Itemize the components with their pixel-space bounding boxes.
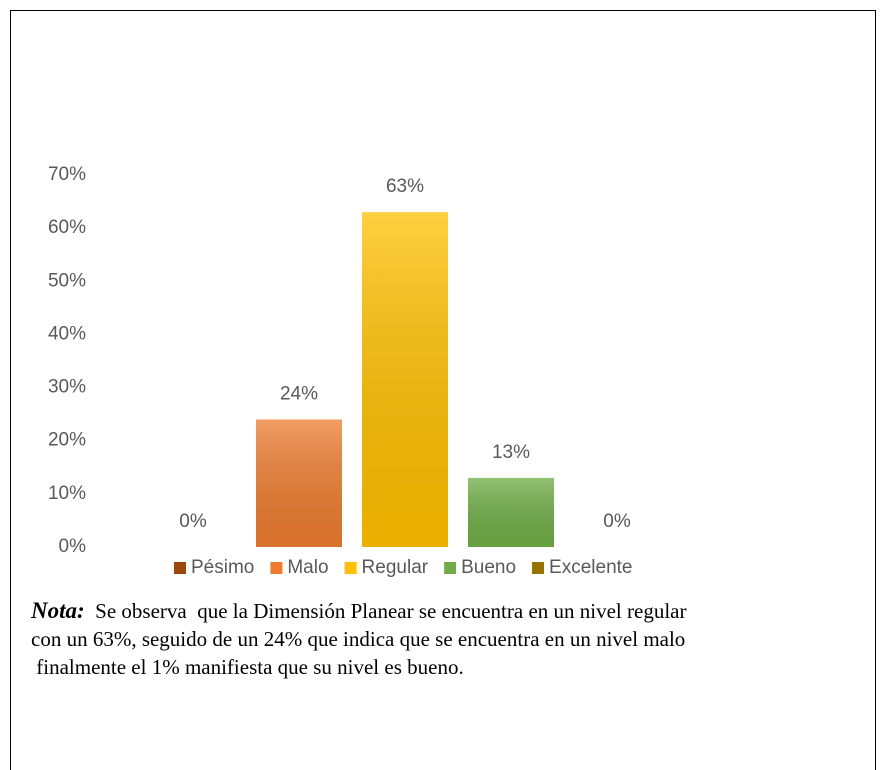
legend-label: Pésimo — [191, 557, 254, 578]
y-tick-label: 40% — [48, 323, 86, 344]
bar-shade — [362, 212, 448, 547]
legend-swatch — [174, 562, 186, 574]
data-label: 13% — [492, 442, 530, 463]
note: Nota: Se observa que la Dimensión Planea… — [31, 597, 686, 681]
y-tick-label: 0% — [59, 536, 87, 557]
legend-label: Regular — [362, 557, 429, 578]
note-line: con un 63%, seguido de un 24% que indica… — [31, 627, 686, 651]
legend-label: Bueno — [461, 557, 516, 578]
y-tick-label: 70% — [48, 164, 86, 185]
y-tick-label: 20% — [48, 430, 86, 451]
legend-label: Malo — [287, 557, 328, 578]
chart: 0% 10% 20% 30% 40% 50% 60% 70% 0% 24% 63% 13% 0% Pési… — [48, 164, 633, 578]
note-line: finalmente el 1% manifiesta que su nivel… — [31, 655, 464, 679]
legend-swatch — [444, 562, 457, 574]
data-label: 0% — [603, 511, 631, 532]
data-label: 0% — [179, 511, 207, 532]
y-tick-label: 30% — [48, 377, 86, 398]
legend-swatch — [270, 562, 283, 574]
y-tick-label: 10% — [48, 483, 86, 504]
note-label: Nota: — [31, 598, 85, 623]
bar-shade — [256, 419, 342, 547]
data-label: 63% — [386, 176, 424, 197]
y-tick-label: 60% — [48, 217, 86, 238]
frame — [10, 10, 876, 770]
note-line: Se observa que la Dimensión Planear se e… — [95, 599, 687, 623]
data-label: 24% — [280, 383, 318, 404]
bar-shade — [468, 477, 554, 547]
legend-swatch — [344, 562, 357, 574]
y-tick-label: 50% — [48, 270, 86, 291]
legend-label: Excelente — [549, 557, 632, 578]
legend-swatch — [532, 562, 545, 574]
